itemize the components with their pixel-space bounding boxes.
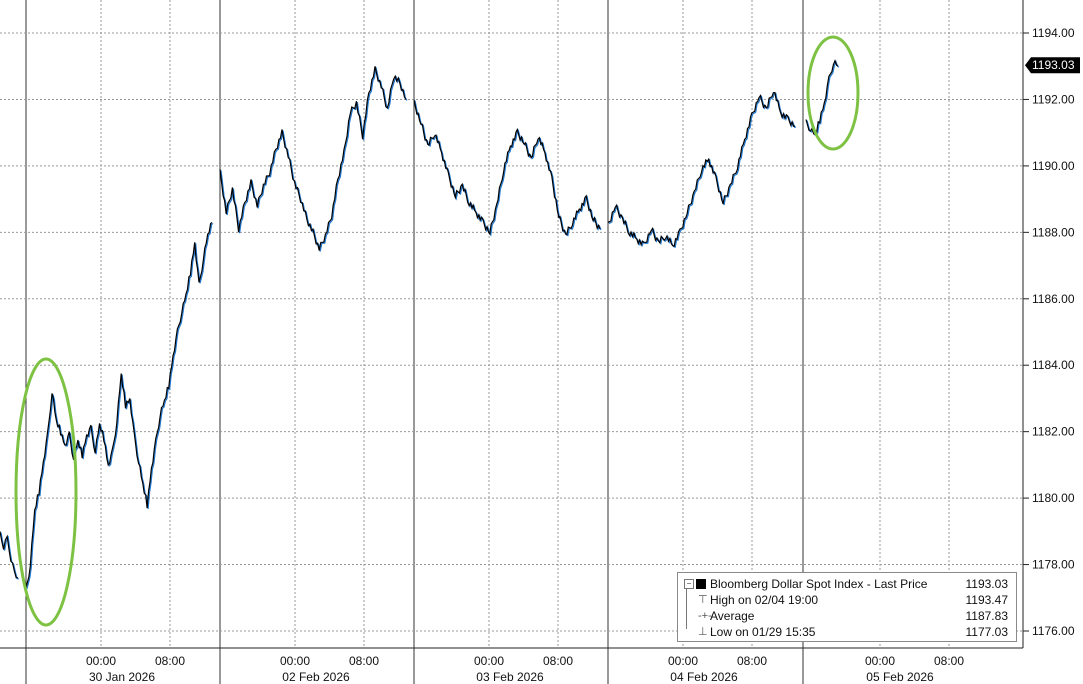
- legend-average-label: Average: [710, 609, 755, 623]
- collapse-icon[interactable]: −: [684, 579, 694, 589]
- legend-high-value: 1193.47: [965, 593, 1009, 607]
- last-price-label: 1193.03: [1032, 58, 1075, 72]
- series-shadow-3: [414, 100, 602, 237]
- highlight-circle-left: [14, 357, 78, 627]
- low-marker-icon: ⊥: [698, 626, 708, 638]
- series-shadow-2: [220, 67, 408, 252]
- y-tick-label-0: 1194.00: [1032, 26, 1075, 40]
- x-time-label-5: 08:00: [543, 654, 573, 668]
- x-time-label-4: 00:00: [474, 654, 504, 668]
- series-swatch-icon: [696, 579, 706, 589]
- x-time-label-6: 00:00: [668, 654, 698, 668]
- y-tick-label-8: 1178.00: [1032, 558, 1075, 572]
- series-line-2: [219, 66, 407, 251]
- legend-main-label: Bloomberg Dollar Spot Index - Last Price: [710, 577, 928, 591]
- average-marker-icon: -+-: [698, 610, 712, 622]
- highlight-circle-right: [806, 35, 860, 151]
- y-tick-label-9: 1176.00: [1032, 624, 1075, 638]
- x-time-label-8: 00:00: [865, 654, 895, 668]
- x-date-label-2: 03 Feb 2026: [476, 670, 544, 684]
- legend-main-value: 1193.03: [965, 577, 1009, 591]
- last-price-tag: 1193.03: [1025, 57, 1080, 74]
- x-time-label-9: 08:00: [934, 654, 964, 668]
- x-time-label-0: 00:00: [86, 654, 116, 668]
- series-line-1: [25, 221, 213, 589]
- legend-row-average: -+- Average 1187.83: [684, 608, 1012, 624]
- y-tick-label-5: 1184.00: [1032, 358, 1075, 372]
- x-time-label-7: 08:00: [737, 654, 767, 668]
- x-date-label-4: 05 Feb 2026: [866, 670, 934, 684]
- last-price-tag-bg: [1025, 57, 1080, 74]
- legend-low-value: 1177.03: [965, 625, 1009, 639]
- series-line-5: [805, 59, 839, 136]
- chart-legend: − Bloomberg Dollar Spot Index - Last Pri…: [677, 572, 1017, 642]
- y-tick-label-7: 1180.00: [1032, 491, 1075, 505]
- y-tick-label-3: 1188.00: [1032, 225, 1075, 239]
- series-line-4: [607, 91, 796, 248]
- legend-row-low: ⊥ Low on 01/29 15:35 1177.03: [684, 624, 1012, 640]
- series-line-0: [0, 531, 19, 579]
- x-time-label-3: 08:00: [349, 654, 379, 668]
- x-date-label-3: 04 Feb 2026: [670, 670, 738, 684]
- x-date-label-0: 30 Jan 2026: [89, 670, 155, 684]
- y-tick-label-1: 1192.00: [1032, 92, 1075, 106]
- series-shadow-1: [26, 222, 214, 590]
- legend-row-main: − Bloomberg Dollar Spot Index - Last Pri…: [684, 576, 1012, 592]
- legend-tree-line: [686, 583, 687, 629]
- legend-high-label: High on 02/04 19:00: [710, 593, 819, 607]
- y-tick-label-4: 1186.00: [1032, 292, 1075, 306]
- y-tick-label-6: 1182.00: [1032, 425, 1075, 439]
- series-line-3: [413, 99, 601, 236]
- legend-low-label: Low on 01/29 15:35: [710, 625, 816, 639]
- legend-average-value: 1187.83: [965, 609, 1009, 623]
- high-marker-icon: ⊤: [698, 594, 708, 606]
- y-tick-label-2: 1190.00: [1032, 159, 1075, 173]
- x-time-label-1: 08:00: [155, 654, 185, 668]
- legend-row-high: ⊤ High on 02/04 19:00 1193.47: [684, 592, 1012, 608]
- x-time-label-2: 00:00: [280, 654, 310, 668]
- x-date-label-1: 02 Feb 2026: [282, 670, 350, 684]
